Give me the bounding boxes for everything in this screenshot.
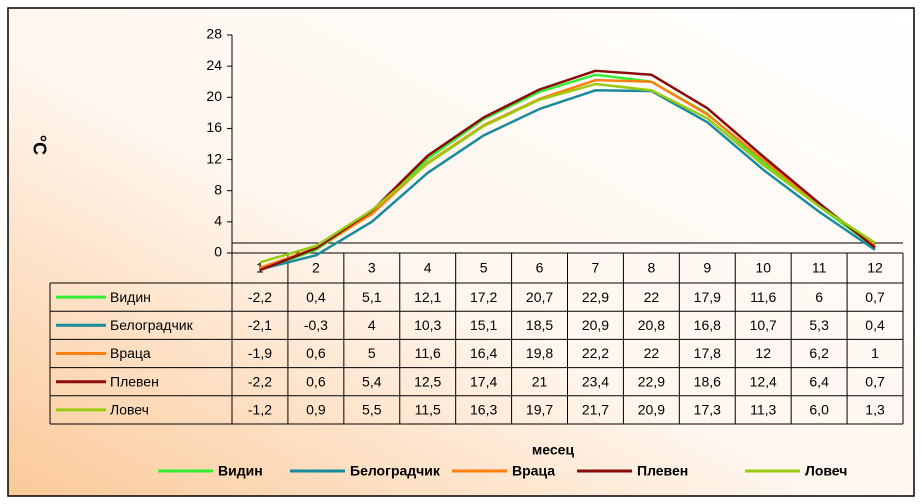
table-cell: 19,7 (526, 402, 553, 418)
table-cell: 16,8 (694, 317, 721, 333)
table-cell: 6,0 (809, 402, 829, 418)
table-cell: 19,8 (526, 345, 553, 361)
table-cell: 23,4 (582, 373, 609, 389)
x-tick-label: 9 (703, 260, 711, 276)
table-cell: -1,9 (248, 345, 272, 361)
x-tick-label: 11 (812, 260, 827, 276)
chart-frame (7, 7, 915, 497)
table-cell: 11,6 (415, 345, 441, 361)
legend-label: Белоградчик (350, 463, 441, 479)
table-cell: 0,6 (306, 345, 326, 361)
table-cell: 5,3 (809, 317, 829, 333)
table-cell: 12 (755, 345, 771, 361)
table-cell: 5,1 (362, 289, 382, 305)
table-cell: 17,8 (694, 345, 721, 361)
x-axis-label: месец (532, 442, 575, 458)
table-cell: 10,3 (414, 317, 441, 333)
x-tick-label: 3 (368, 260, 376, 276)
table-cell: 21 (532, 373, 548, 389)
table-cell: -0,3 (304, 317, 328, 333)
series-line (259, 82, 876, 264)
table-cell: 0,7 (865, 289, 885, 305)
series-line (259, 78, 876, 269)
legend-label: Видин (218, 463, 263, 479)
table-cell: 22,2 (582, 345, 609, 361)
table-cell: 22 (644, 289, 660, 305)
table-cell: 5 (368, 345, 376, 361)
table-cell: 17,9 (694, 289, 721, 305)
data-table (49, 252, 904, 425)
x-tick-label: 12 (867, 260, 883, 276)
table-cell: 5,4 (362, 373, 382, 389)
table-cell: 6,2 (809, 345, 829, 361)
series-line (259, 89, 876, 271)
table-cell: 20,9 (582, 317, 609, 333)
table-row-label: Враца (110, 345, 151, 361)
table-cell: 6 (815, 289, 823, 305)
table-cell: 18,6 (694, 373, 721, 389)
legend-label: Ловеч (805, 463, 847, 479)
y-tick-label: 28 (206, 26, 222, 42)
x-tick-label: 2 (312, 260, 320, 276)
x-tick-label: 7 (592, 260, 600, 276)
table-cell: 0,9 (306, 402, 326, 418)
x-tick-label: 5 (480, 260, 488, 276)
table-cell: 4 (368, 317, 376, 333)
legend-label: Плевен (637, 463, 688, 479)
table-cell: 16,3 (470, 402, 497, 418)
table-cell: -2,2 (248, 373, 272, 389)
y-tick-label: 0 (214, 244, 222, 260)
table-cell: 20,7 (526, 289, 553, 305)
table-cell: 0,7 (865, 373, 885, 389)
legend-label: Враца (512, 463, 555, 479)
table-cell: 22,9 (582, 289, 609, 305)
table-cell: 11,3 (750, 402, 776, 418)
table-cell: 12,5 (414, 373, 441, 389)
table-cell: 21,7 (582, 402, 609, 418)
table-cell: 22,9 (638, 373, 665, 389)
table-cell: 12,1 (414, 289, 441, 305)
table-cell: 20,8 (638, 317, 665, 333)
table-cell: 11,5 (415, 402, 441, 418)
table-cell: 0,4 (865, 317, 885, 333)
table-cell: 0,4 (306, 289, 326, 305)
x-tick-label: 6 (536, 260, 544, 276)
table-cell: 17,2 (470, 289, 497, 305)
table-cell: 5,5 (362, 402, 382, 418)
table-row-label: Плевен (110, 373, 159, 389)
table-row-label: Белоградчик (110, 317, 194, 333)
table-cell: -1,2 (248, 402, 272, 418)
y-axis-label: °C (29, 135, 49, 155)
table-cell: 20,9 (638, 402, 665, 418)
x-tick-label: 8 (647, 260, 655, 276)
table-cell: -2,2 (248, 289, 272, 305)
table-row-label: Видин (110, 289, 151, 305)
y-tick-label: 24 (206, 57, 222, 73)
x-tick-label: 4 (424, 260, 432, 276)
table-cell: 10,7 (750, 317, 777, 333)
table-cell: 17,3 (694, 402, 721, 418)
table-cell: 12,4 (750, 373, 777, 389)
x-tick-label: 10 (755, 260, 771, 276)
table-cell: 0,6 (306, 373, 326, 389)
table-cell: 16,4 (470, 345, 497, 361)
table-cell: 11,6 (750, 289, 776, 305)
y-tick-label: 8 (214, 181, 222, 197)
table-cell: 17,4 (470, 373, 497, 389)
table-cell: 18,5 (526, 317, 553, 333)
table-cell: 1,3 (865, 402, 885, 418)
y-tick-label: 4 (214, 213, 222, 229)
table-cell: -2,1 (248, 317, 272, 333)
y-tick-label: 20 (206, 88, 222, 104)
y-tick-label: 16 (206, 119, 222, 135)
table-cell: 22 (644, 345, 660, 361)
table-cell: 6,4 (809, 373, 829, 389)
y-tick-label: 12 (206, 150, 222, 166)
table-cell: 15,1 (470, 317, 497, 333)
table-row-label: Ловеч (110, 402, 149, 418)
table-cell: 1 (871, 345, 879, 361)
